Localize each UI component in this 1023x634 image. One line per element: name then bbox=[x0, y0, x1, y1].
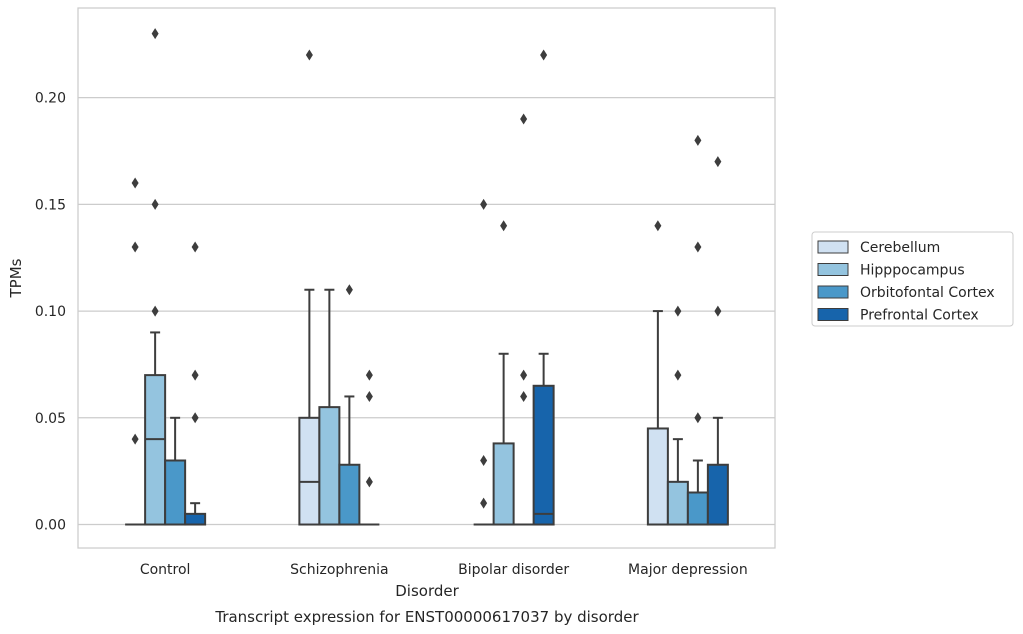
outlier-point bbox=[500, 220, 508, 232]
box-prefrontal-cortex-control bbox=[184, 502, 207, 526]
box-iqr bbox=[492, 442, 515, 526]
box-orbitofontal-cortex-schizophrenia bbox=[338, 395, 361, 526]
outlier-point bbox=[151, 305, 159, 317]
legend-swatch bbox=[817, 240, 849, 254]
outlier-point bbox=[151, 198, 159, 210]
outlier-point bbox=[714, 305, 722, 317]
box-iqr bbox=[164, 459, 187, 526]
legend-swatch bbox=[817, 308, 849, 321]
box-iqr bbox=[646, 427, 669, 526]
legend-label: Prefrontal Cortex bbox=[860, 308, 979, 324]
x-tick-label: Schizophrenia bbox=[290, 562, 388, 578]
outlier-point bbox=[694, 134, 702, 146]
legend-swatch bbox=[817, 263, 849, 276]
x-tick-label: Control bbox=[140, 562, 191, 578]
outlier-point bbox=[674, 305, 682, 317]
y-tick-label: 0.15 bbox=[35, 197, 66, 213]
box-iqr bbox=[298, 416, 321, 526]
legend-label: Hipppocampus bbox=[860, 263, 965, 279]
legend-frame bbox=[811, 231, 1014, 327]
outlier-point bbox=[520, 113, 528, 125]
outlier-point bbox=[151, 28, 159, 40]
box-iqr bbox=[686, 491, 709, 526]
outlier-point bbox=[694, 241, 702, 253]
y-tick-label: 0.05 bbox=[35, 411, 66, 427]
box-orbitofontal-cortex-control bbox=[164, 416, 187, 526]
outlier-point bbox=[131, 433, 139, 445]
outlier-point bbox=[305, 49, 313, 61]
x-tick-label: Major depression bbox=[628, 562, 748, 578]
x-axis-title: Disorder bbox=[395, 582, 459, 600]
y-tick-label: 0.10 bbox=[35, 304, 66, 320]
chart-caption: Transcript expression for ENST0000061703… bbox=[214, 608, 639, 626]
legend-swatch bbox=[817, 285, 849, 299]
outlier-point bbox=[131, 177, 139, 189]
box-iqr bbox=[144, 374, 167, 526]
outlier-point bbox=[191, 369, 199, 381]
box-iqr bbox=[318, 406, 341, 526]
box-orbitofontal-cortex-major-depression bbox=[686, 459, 709, 526]
outlier-point bbox=[191, 241, 199, 253]
legend-label: Orbitofontal Cortex bbox=[860, 285, 995, 301]
outlier-point bbox=[131, 241, 139, 253]
box-iqr bbox=[338, 463, 361, 526]
box-prefrontal-cortex-bipolar-disorder bbox=[532, 352, 555, 526]
box-iqr bbox=[706, 463, 729, 526]
y-tick-labels: 0.00 0.05 0.10 0.15 0.20 bbox=[35, 91, 66, 534]
x-tick-labels: Control Schizophrenia Bipolar disorder Majo… bbox=[140, 562, 748, 578]
box-iqr bbox=[184, 512, 207, 526]
outlier-point bbox=[694, 412, 702, 424]
outlier-point bbox=[540, 49, 548, 61]
outlier-point bbox=[365, 369, 373, 381]
outlier-point bbox=[714, 156, 722, 168]
outlier-point bbox=[520, 369, 528, 381]
box-iqr bbox=[532, 384, 555, 526]
outlier-point bbox=[520, 390, 528, 402]
y-axis-title: TPMs bbox=[7, 258, 25, 298]
outlier-point bbox=[480, 198, 488, 210]
outlier-point bbox=[480, 454, 488, 466]
legend: Cerebellum Hipppocampus Orbitofontal Corte… bbox=[811, 231, 1014, 327]
box-prefrontal-cortex-major-depression bbox=[706, 416, 729, 526]
outlier-point bbox=[365, 390, 373, 402]
outlier-point bbox=[654, 220, 662, 232]
outlier-point bbox=[191, 412, 199, 424]
box-cerebellum-major-depression bbox=[646, 310, 669, 526]
box-iqr bbox=[666, 480, 689, 526]
box-hipppocampus-bipolar-disorder bbox=[492, 352, 515, 526]
box-hipppocampus-control bbox=[144, 331, 167, 526]
outlier-points bbox=[131, 28, 722, 509]
outlier-point bbox=[480, 497, 488, 509]
outlier-point bbox=[674, 369, 682, 381]
y-tick-label: 0.00 bbox=[35, 518, 66, 534]
x-tick-label: Bipolar disorder bbox=[458, 562, 569, 578]
outlier-point bbox=[365, 476, 373, 488]
outlier-point bbox=[345, 284, 353, 296]
legend-label: Cerebellum bbox=[860, 240, 940, 256]
box-plots bbox=[125, 288, 729, 526]
y-tick-label: 0.20 bbox=[35, 91, 66, 107]
